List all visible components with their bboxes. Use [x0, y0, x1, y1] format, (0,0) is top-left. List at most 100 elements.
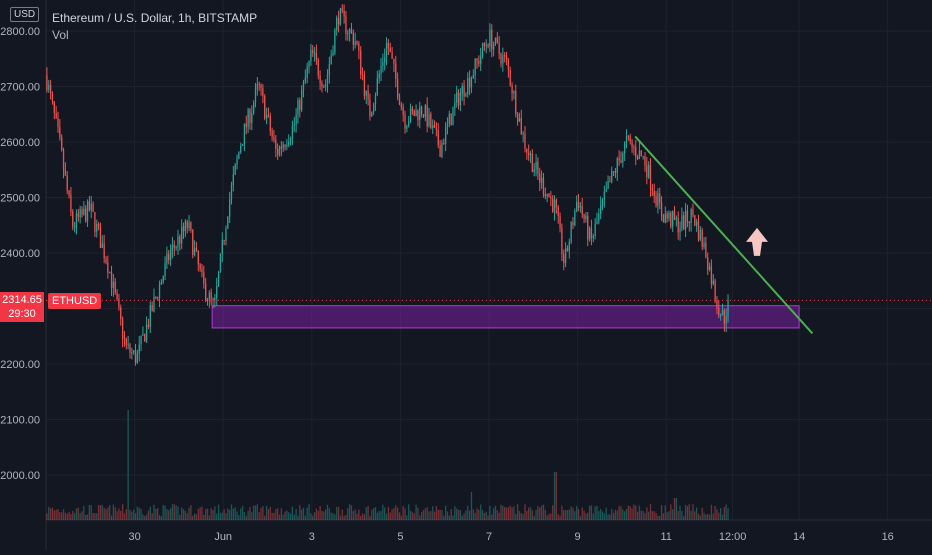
candle-body	[703, 242, 705, 247]
volume-bar	[688, 504, 690, 520]
volume-bar	[655, 512, 657, 520]
candle-body	[75, 213, 78, 227]
volume-bar	[568, 509, 570, 520]
volume-bar	[378, 511, 380, 520]
volume-bar	[271, 513, 273, 520]
candle-body	[304, 77, 306, 82]
candle-body	[577, 202, 580, 208]
candle-body	[714, 280, 716, 300]
candle-body	[348, 29, 351, 34]
volume-indicator-label[interactable]: Vol	[52, 28, 69, 42]
volume-bar	[550, 513, 552, 520]
candle-body	[629, 136, 631, 142]
volume-bar	[328, 508, 330, 520]
volume-bar	[236, 511, 238, 520]
volume-bar	[206, 508, 209, 520]
candle-body	[319, 75, 321, 84]
volume-bar	[288, 512, 290, 520]
volume-bar	[607, 514, 609, 520]
candle-body	[681, 215, 683, 229]
candle-body	[195, 248, 198, 251]
volume-bar	[526, 510, 528, 520]
candle-body	[376, 78, 378, 95]
volume-bar	[153, 504, 155, 520]
volume-bar	[454, 506, 456, 520]
volume-bar	[68, 511, 70, 520]
volume-bar	[293, 514, 295, 520]
candle-body	[492, 44, 495, 50]
candle-body	[162, 276, 164, 282]
volume-bar	[417, 507, 419, 520]
volume-bar	[518, 510, 521, 520]
candle-body	[387, 43, 390, 49]
candle-body	[485, 44, 487, 46]
volume-bar	[424, 508, 426, 520]
volume-bar	[197, 508, 199, 520]
volume-bar	[149, 506, 151, 520]
candle-body	[607, 181, 609, 189]
currency-label[interactable]: USD	[10, 7, 40, 22]
candle-body	[199, 264, 201, 269]
volume-bar	[319, 505, 321, 520]
volume-bar	[710, 504, 713, 520]
volume-bar	[361, 513, 364, 520]
candle-body	[422, 114, 425, 117]
candle-body	[308, 60, 310, 68]
candle-body	[153, 297, 155, 312]
candle-body	[289, 138, 292, 142]
y-tick-label: 2600.00	[0, 137, 40, 149]
candle-body	[684, 210, 687, 230]
candle-body	[686, 210, 689, 222]
volume-bar	[443, 515, 445, 520]
volume-bar	[648, 511, 650, 520]
volume-bar	[509, 505, 511, 520]
symbol-title[interactable]: Ethereum / U.S. Dollar, 1h, BITSTAMP	[52, 11, 258, 25]
x-tick-label: 16	[882, 531, 894, 543]
candle-body	[389, 48, 391, 53]
candle-body	[241, 144, 244, 146]
volume-bar	[192, 515, 194, 520]
candle-body	[559, 216, 561, 229]
candle-body	[648, 164, 650, 178]
candle-body	[400, 104, 402, 108]
candle-body	[326, 74, 329, 85]
candle-body	[247, 109, 249, 128]
candle-body	[110, 271, 113, 288]
volume-bar	[317, 510, 319, 520]
volume-bar	[391, 509, 393, 520]
volume-bar	[705, 514, 707, 520]
volume-bar	[210, 508, 212, 520]
volume-bar	[365, 507, 367, 520]
candle-body	[83, 208, 85, 215]
volume-bar	[583, 510, 585, 520]
volume-bar	[430, 511, 432, 520]
candle-body	[275, 140, 277, 149]
candle-body	[457, 92, 460, 106]
candle-body	[690, 209, 692, 224]
candle-body	[542, 177, 545, 195]
candle-body	[398, 97, 401, 105]
volume-bar	[188, 507, 190, 520]
volume-bar	[605, 507, 607, 520]
volume-bar	[555, 472, 558, 520]
candle-body	[155, 297, 157, 299]
volume-bar	[51, 507, 54, 520]
candle-body	[229, 199, 231, 217]
volume-bar	[299, 505, 301, 520]
volume-bar	[134, 513, 137, 520]
candle-body	[716, 299, 718, 308]
candle-body	[352, 32, 354, 45]
volume-bar	[253, 505, 255, 520]
x-tick-label: 3	[309, 531, 315, 543]
volume-bar	[649, 504, 652, 520]
volume-bar	[513, 506, 515, 520]
candle-body	[208, 292, 211, 300]
candle-body	[323, 86, 325, 88]
volume-bar	[450, 509, 452, 520]
volume-bar	[376, 512, 378, 520]
volume-bar	[588, 505, 591, 520]
candle-body	[384, 57, 386, 63]
volume-bar	[286, 510, 288, 520]
